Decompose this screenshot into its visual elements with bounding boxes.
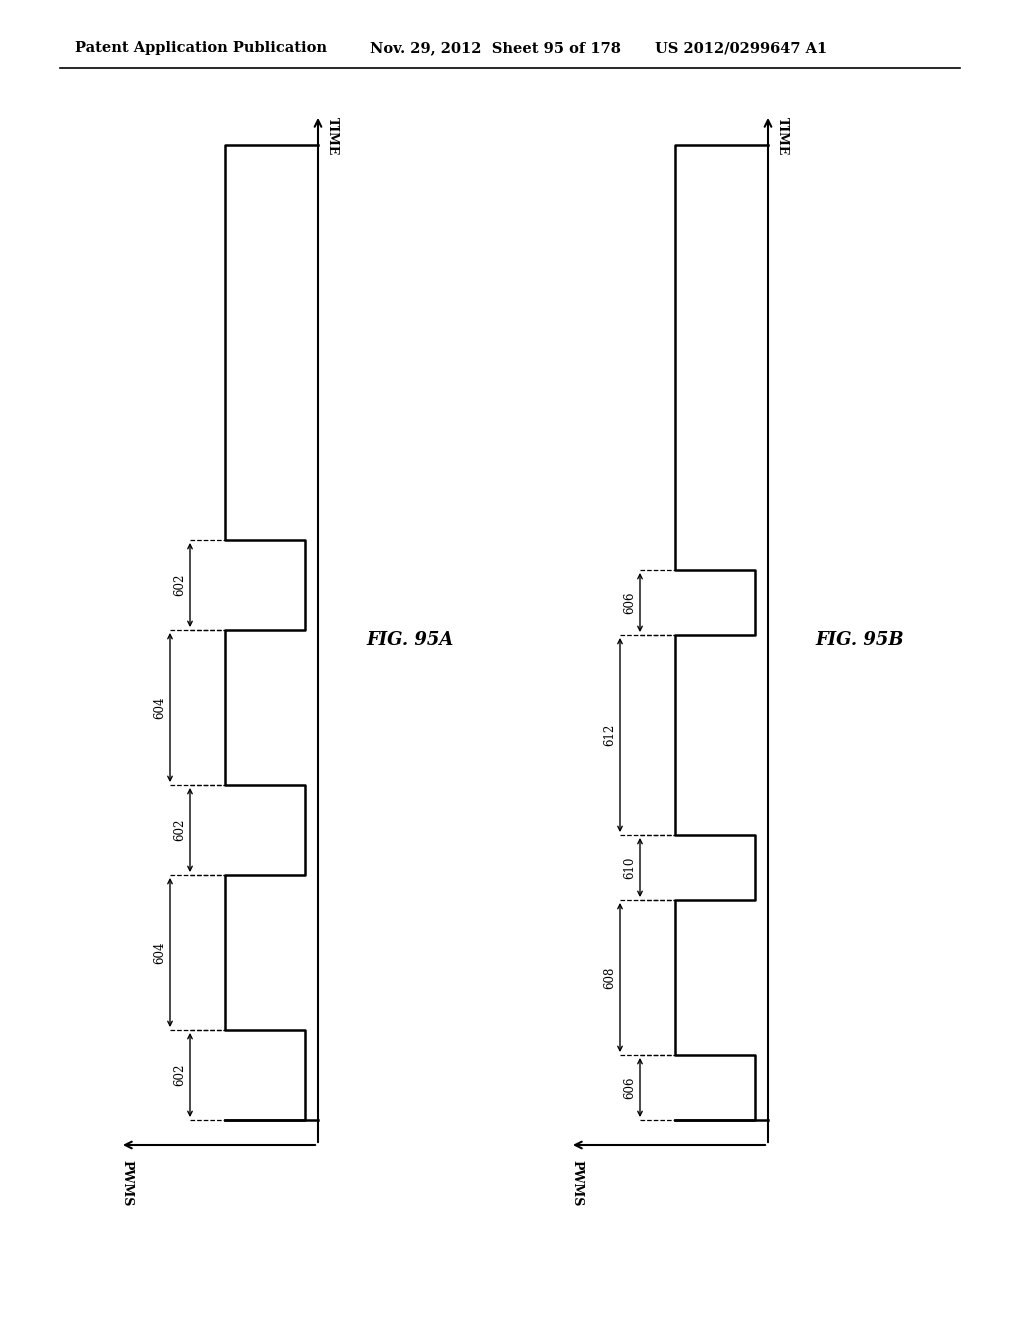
Text: 608: 608: [603, 966, 616, 989]
Text: 610: 610: [623, 857, 636, 879]
Text: Patent Application Publication: Patent Application Publication: [75, 41, 327, 55]
Text: TIME: TIME: [326, 117, 339, 156]
Text: 612: 612: [603, 723, 616, 746]
Text: 604: 604: [153, 941, 166, 964]
Text: 606: 606: [623, 591, 636, 614]
Text: 602: 602: [173, 574, 186, 597]
Text: FIG. 95A: FIG. 95A: [367, 631, 454, 649]
Text: PWMS: PWMS: [121, 1160, 133, 1206]
Text: PWMS: PWMS: [570, 1160, 584, 1206]
Text: 604: 604: [153, 696, 166, 719]
Text: 606: 606: [623, 1076, 636, 1098]
Text: FIG. 95B: FIG. 95B: [816, 631, 904, 649]
Text: TIME: TIME: [776, 117, 790, 156]
Text: 602: 602: [173, 818, 186, 841]
Text: US 2012/0299647 A1: US 2012/0299647 A1: [655, 41, 827, 55]
Text: 602: 602: [173, 1064, 186, 1086]
Text: Nov. 29, 2012  Sheet 95 of 178: Nov. 29, 2012 Sheet 95 of 178: [370, 41, 621, 55]
